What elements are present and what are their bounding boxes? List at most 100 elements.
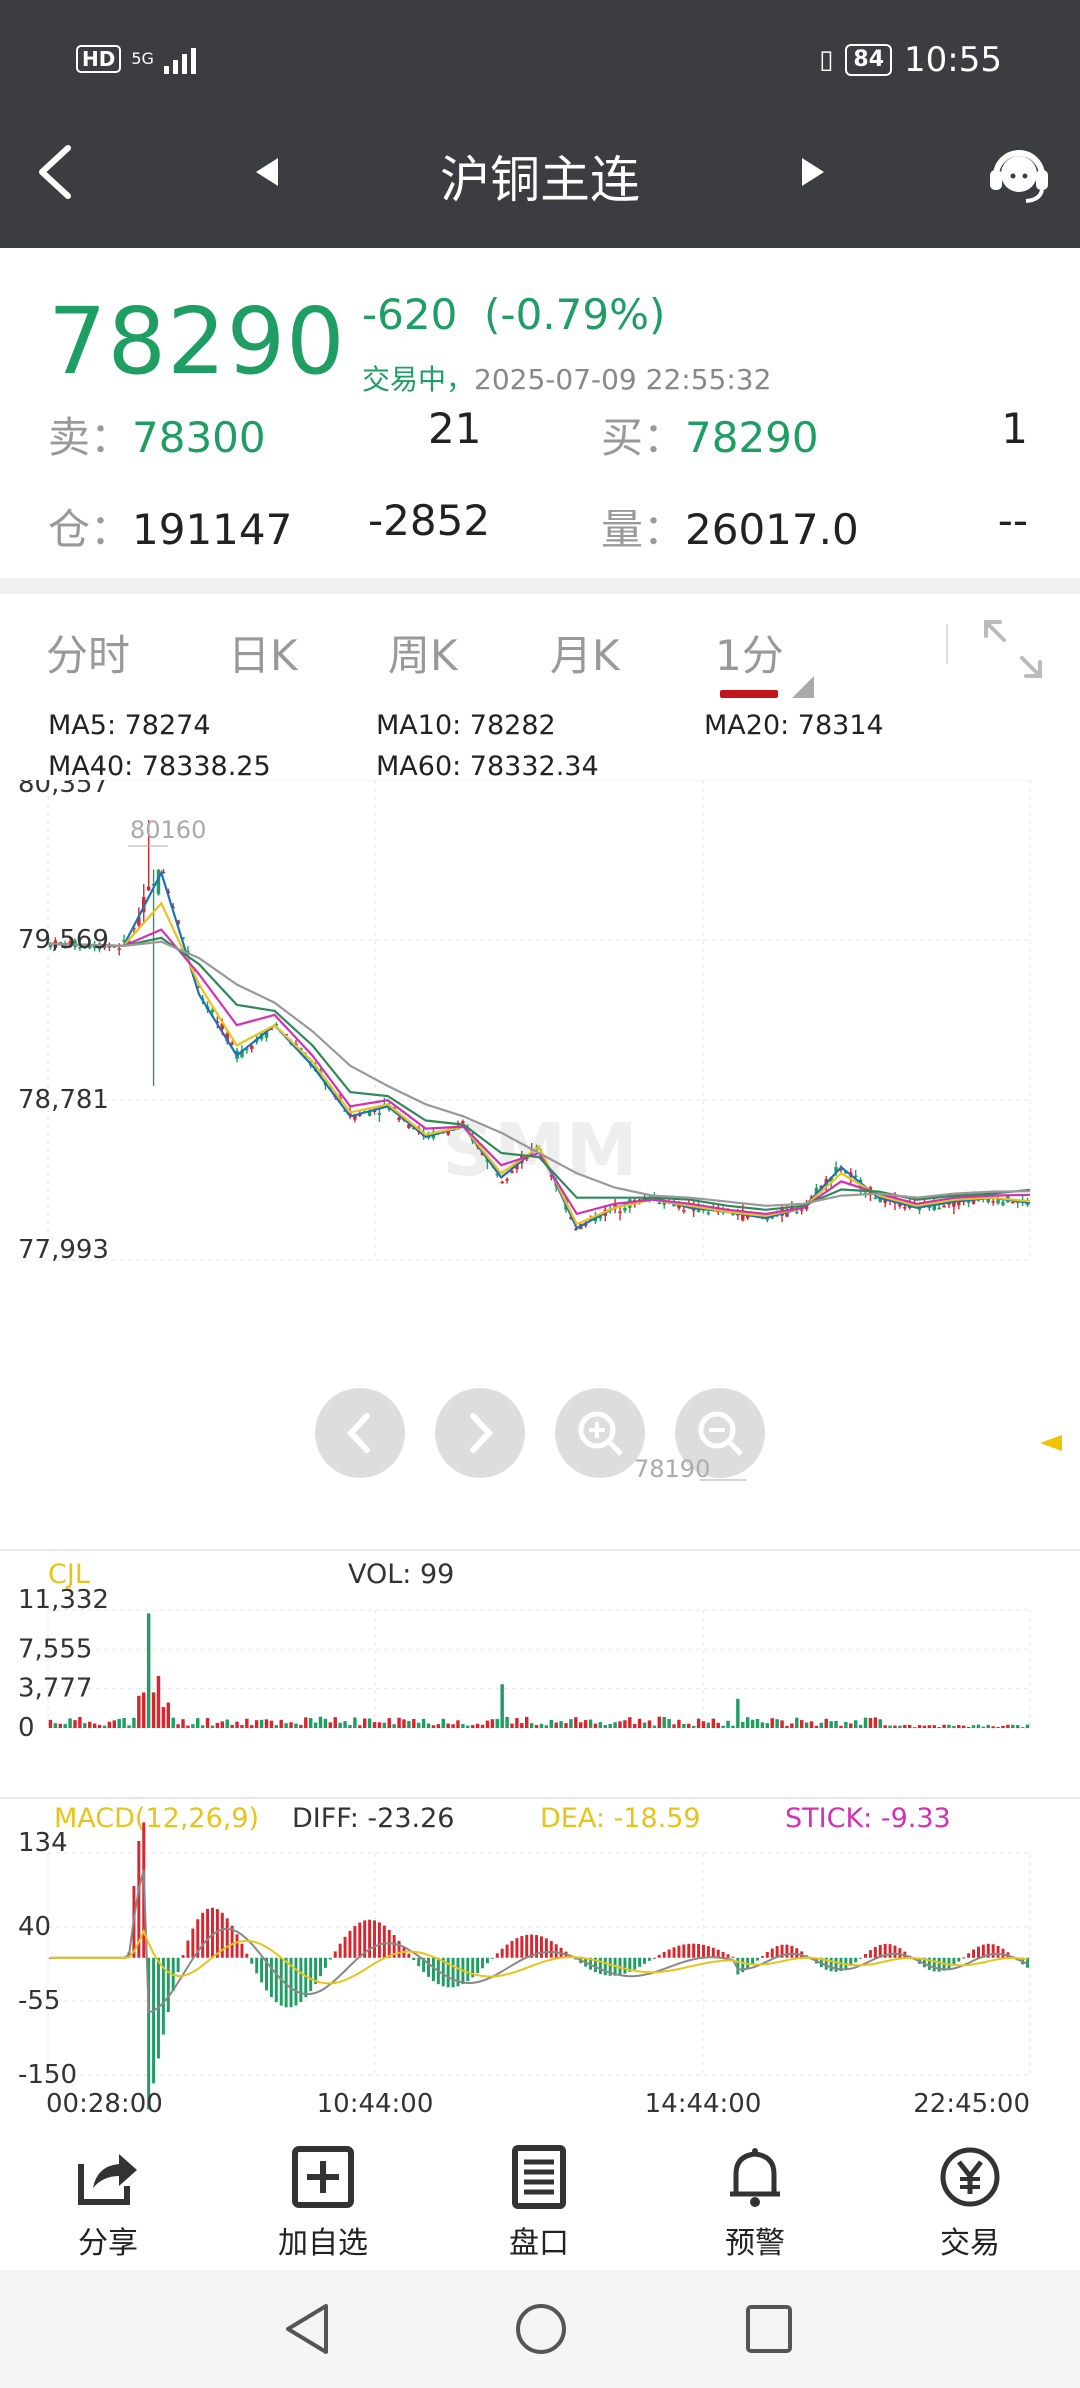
back-arrow-icon[interactable] [28,142,88,202]
tab-monthly-k[interactable]: 月K [550,631,620,680]
volume-bar [426,1723,431,1728]
volume-bar [78,1716,82,1728]
price-tick-label: 80,357 [18,780,109,799]
active-tab-indicator [720,690,778,698]
macd-stick [265,1957,268,1991]
ma20-legend: MA20: 78314 [704,710,884,741]
volume-bar [48,1719,53,1728]
volume-bar [642,1722,647,1728]
candle-body [505,1179,509,1181]
prev-contract-icon[interactable] [250,154,280,190]
system-home-icon[interactable] [514,2302,568,2356]
macd-stick [530,1934,534,1958]
volume-bar [107,1721,112,1728]
volume-bar [623,1720,627,1728]
candle-body [927,1205,932,1209]
candle-body [156,869,161,895]
trade-button[interactable]: 交易 [900,2144,1040,2262]
macd-stick [775,1946,779,1958]
volume-bar [151,1692,156,1728]
volume-bar [799,1720,804,1728]
volume-bar [814,1725,819,1728]
candle-body [525,1157,529,1160]
signal-icon [163,44,196,74]
candle-body [795,1211,799,1214]
macd-stick [196,1919,200,1958]
macd-stick [427,1957,430,1977]
scroll-right-button[interactable] [435,1388,525,1478]
macd-stick [859,1957,863,1959]
zoom-in-button[interactable] [555,1388,645,1478]
macd-stick [161,1957,165,2035]
macd-stick [888,1944,892,1958]
volume-bar [289,1722,293,1728]
share-button[interactable]: 分享 [38,2144,178,2262]
candle-body [461,1121,465,1123]
tab-daily-k[interactable]: 日K [228,631,298,680]
macd-stick [996,1945,1000,1958]
macd-stick [260,1957,264,1983]
volume-bar [387,1718,391,1728]
macd-stick [333,1951,337,1958]
macd-stick [898,1948,902,1958]
macd-stick [446,1957,450,1988]
macd-stick [490,1957,494,1959]
candle-body [809,1196,814,1199]
volume-bar [554,1722,558,1728]
volume-bar [431,1725,436,1728]
macd-stick [829,1957,833,1972]
volume-bar [83,1723,87,1728]
period-dropdown-icon[interactable] [792,676,814,698]
share-label: 分享 [78,2226,138,2261]
volume-axis: 11,332 7,555 3,777 0 [18,1585,109,1743]
add-watchlist-button[interactable]: 加自选 [253,2144,393,2262]
volume-bar [250,1725,254,1728]
tab-1min[interactable]: 1分 [715,631,784,680]
macd-stick [505,1944,509,1958]
macd-stick [834,1957,838,1972]
candle-body [1001,1202,1005,1206]
tab-intraday[interactable]: 分时 [46,631,131,680]
scroll-left-button[interactable] [315,1388,405,1478]
macd-stick [780,1944,784,1958]
volume-bar [721,1725,725,1728]
candle-body [58,942,62,944]
volume-bar [200,1725,205,1728]
system-back-icon[interactable] [282,2302,332,2356]
volume-bar [588,1719,593,1728]
zoom-out-icon [698,1411,743,1456]
volume-bar [760,1722,765,1728]
macd-stick [706,1946,710,1958]
macd-stick [535,1935,539,1958]
volume-bar [294,1723,298,1728]
customer-service-icon[interactable] [984,138,1054,208]
volume-bar [176,1724,180,1728]
macd-stick [790,1945,794,1958]
volume-bar [618,1721,622,1728]
macd-stick [623,1957,627,1974]
candle-body [137,917,141,926]
next-contract-icon[interactable] [800,154,830,190]
price-tick-label: 79,569 [18,925,109,955]
candle-body [986,1197,990,1203]
top-bar: HD 5G ▯ 84 10:55 沪铜主连 [0,0,1080,248]
system-recents-icon[interactable] [744,2302,794,2356]
volume-bar [495,1718,499,1728]
volume-bar [1020,1727,1025,1728]
volume-bar [279,1719,283,1728]
tab-weekly-k[interactable]: 周K [388,631,458,680]
volume-bar [313,1722,318,1728]
volume-bar [490,1719,495,1728]
fullscreen-icon[interactable] [980,616,1046,682]
order-book-button[interactable]: 盘口 [469,2144,609,2262]
alert-button[interactable]: 预警 [685,2144,825,2262]
zoom-out-button[interactable] [675,1388,765,1478]
macd-stick [947,1957,951,1969]
volume-bar [667,1719,671,1728]
macd-stick [878,1944,882,1958]
macd-stick [343,1936,347,1958]
macd-stick [466,1957,470,1982]
macd-stick [397,1940,401,1958]
macd-stick [608,1957,612,1976]
